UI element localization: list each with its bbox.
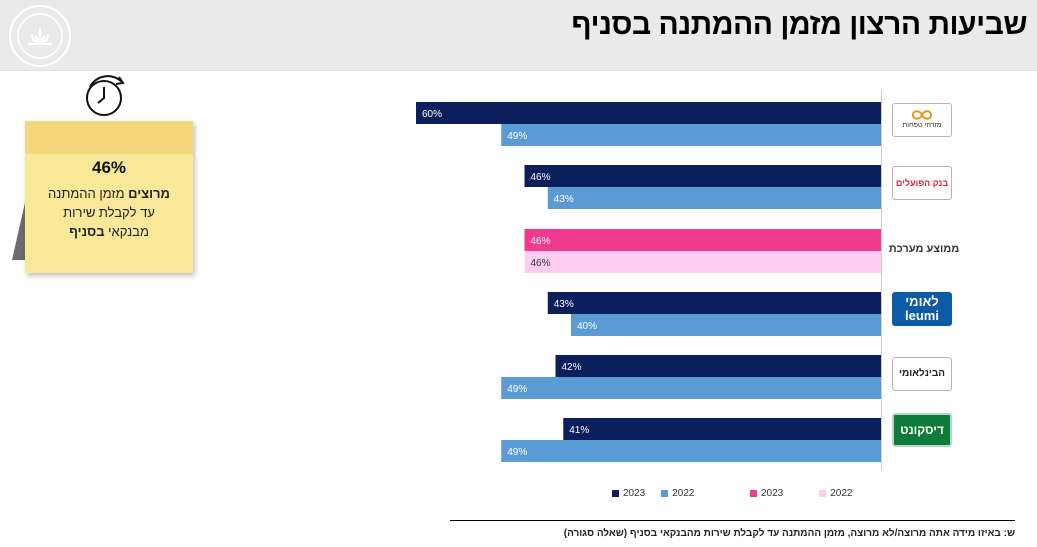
legend-label-banks-2023: 2023 [623, 488, 646, 499]
hapoalim-logo-text: בנק הפועלים [895, 178, 949, 188]
footer-rule [450, 520, 1015, 521]
bar-label-2023-1: 46% [531, 172, 551, 183]
legend-swatch-banks-2023 [612, 490, 619, 497]
callout-text-2: עד לקבלת שירות [63, 205, 155, 220]
legend-label-average-2022: 2022 [830, 488, 853, 499]
legend-banks: 2023 2022 [612, 488, 695, 499]
bar-label-2023-3: 43% [554, 299, 574, 310]
bar-2022-0 [501, 124, 881, 146]
callout-value: 46% [91, 158, 127, 177]
bar-2022-3 [571, 314, 881, 336]
legend-average: 2023 2022 [750, 488, 853, 499]
mizrahi-infinity-icon [911, 110, 933, 120]
bar-label-2023-2: 46% [531, 236, 551, 247]
survey-question: ש: באיזו מידה אתה מרוצה/לא מרוצה, מזמן ה… [563, 528, 1015, 539]
bar-label-2022-3: 40% [577, 321, 597, 332]
bar-label-2023-0: 60% [422, 109, 442, 120]
legend-swatch-banks-2022 [661, 490, 669, 497]
hapoalim-logo: בנק הפועלים [892, 166, 952, 200]
callout-text-bold-3: בסניף [69, 224, 105, 239]
legend-swatch-average-2023 [750, 490, 757, 497]
bar-2023-4 [555, 355, 881, 377]
bar-2023-0 [416, 102, 881, 124]
mizrahi-logo: מזרחי טפחות [892, 103, 952, 137]
bar-2022-2 [524, 251, 881, 273]
note-shadow [12, 198, 26, 260]
header-bar: שביעות הרצון מזמן ההמתנה בסניף [0, 0, 1037, 71]
bar-2023-5 [563, 418, 881, 440]
callout-text-1: מזמן ההמתנה [48, 186, 129, 201]
callout-text-3: מבנקאי [104, 224, 149, 239]
fibi-logo: הבינלאומי [892, 357, 952, 391]
leumi-logo-hebrew: לאומי [905, 294, 939, 309]
bar-label-2022-1: 43% [554, 194, 574, 205]
discount-logo-text: דיסקונט [900, 423, 944, 437]
bar-label-2022-2: 46% [531, 258, 551, 269]
average-label: ממוצע מערכת [888, 243, 960, 255]
bar-2022-1 [547, 187, 881, 209]
page-title: שביעות הרצון מזמן ההמתנה בסניף [571, 8, 1027, 41]
mizrahi-logo-text: מזרחי טפחות [902, 122, 942, 129]
bank-seal-icon [9, 5, 71, 67]
callout-text-bold-1: מרוצים [128, 186, 170, 201]
legend-label-banks-2022: 2022 [672, 488, 695, 499]
bar-label-2023-4: 42% [562, 362, 582, 373]
discount-logo: דיסקונט [892, 413, 952, 447]
legend-label-average-2023: 2023 [761, 488, 784, 499]
fibi-logo-text: הבינלאומי [898, 368, 946, 379]
legend-swatch-average-2022 [819, 490, 827, 497]
bar-2023-1 [524, 165, 881, 187]
leumi-logo-english: leumi [905, 308, 939, 323]
clock-icon [86, 75, 125, 116]
bar-label-2022-0: 49% [507, 131, 527, 142]
bar-2023-3 [547, 292, 881, 314]
bar-2022-5 [501, 440, 881, 462]
leumi-logo: לאומי leumi [892, 292, 952, 326]
bar-2023-2 [524, 229, 881, 251]
callout-text: מרוצים מזמן ההמתנה עד לקבלת שירות מבנקאי… [25, 184, 193, 241]
axis-separator [881, 90, 882, 470]
bar-label-2022-4: 49% [507, 384, 527, 395]
callout-note: 46% מרוצים מזמן ההמתנה עד לקבלת שירות מב… [25, 121, 193, 273]
bar-2022-4 [501, 377, 881, 399]
bar-label-2022-5: 49% [507, 447, 527, 458]
bar-label-2023-5: 41% [569, 425, 589, 436]
note-tape [25, 121, 193, 154]
